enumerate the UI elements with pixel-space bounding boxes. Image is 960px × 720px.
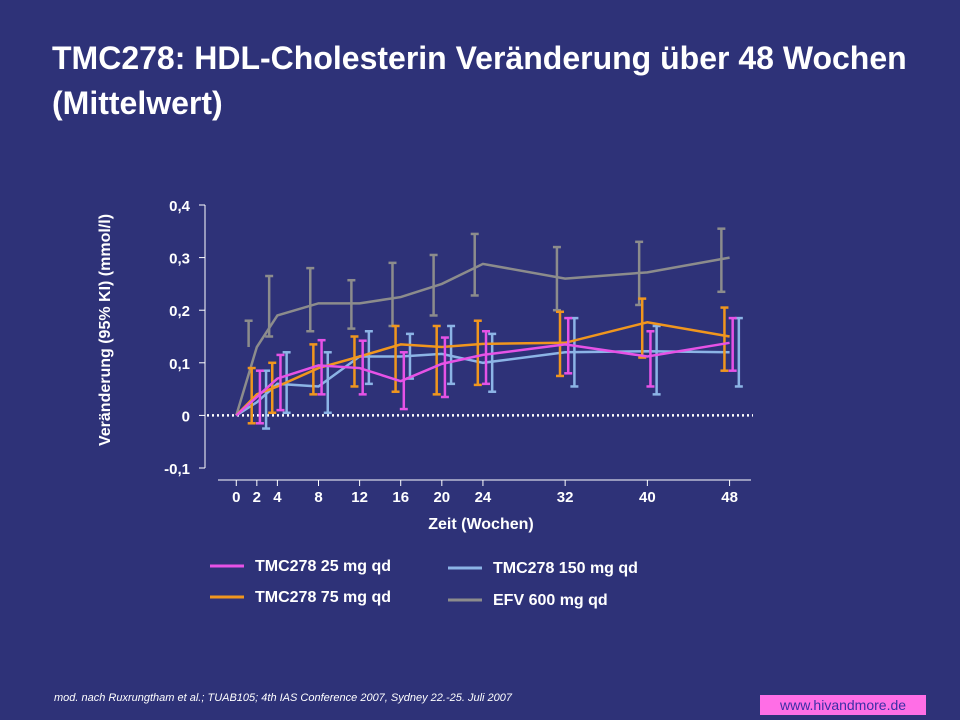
series-0 xyxy=(235,316,737,425)
x-tick-label: 48 xyxy=(721,489,738,506)
legend-label: TMC278 150 mg qd xyxy=(493,560,638,577)
chart-series xyxy=(235,227,743,430)
x-tick-label: 32 xyxy=(557,489,574,506)
series-line xyxy=(235,321,730,417)
legend-label: EFV 600 mg qd xyxy=(493,592,608,609)
x-tick-label: 12 xyxy=(351,489,368,506)
y-tick-label: 0,1 xyxy=(169,356,190,373)
y-tick-label: 0,2 xyxy=(169,303,190,320)
x-tick-label: 20 xyxy=(433,489,450,506)
y-axis-label: Veränderung (95% KI) (mmol/l) xyxy=(97,214,114,446)
legend-label: TMC278 75 mg qd xyxy=(255,589,391,606)
series-3 xyxy=(235,227,730,416)
series-1 xyxy=(235,297,730,425)
chart-axes: -0,100,10,20,30,40 2 4 8 12 16 20 24 32 40 48 xyxy=(164,198,753,506)
x-tick-label: 4 xyxy=(273,489,282,506)
chart-legend: TMC278 25 mg qd TMC278 75 mg qd TMC278 150… xyxy=(210,558,638,609)
page-title: TMC278: HDL-Cholesterin Veränderung über… xyxy=(52,40,907,121)
y-tick-label: 0,3 xyxy=(169,251,190,268)
y-tick-label: 0,4 xyxy=(169,198,191,215)
x-tick-label: 24 xyxy=(475,489,492,506)
x-tick-label: 2 xyxy=(253,489,261,506)
x-tick-label: 16 xyxy=(392,489,409,506)
website-link[interactable]: www.hivandmore.de xyxy=(760,695,926,715)
x-tick-label: 0 xyxy=(232,489,240,506)
y-tick-label: -0,1 xyxy=(164,461,190,478)
series-line xyxy=(235,341,730,417)
x-axis-label: Zeit (Wochen) xyxy=(428,516,533,533)
x-tick-label: 8 xyxy=(314,489,322,506)
series-line xyxy=(235,256,730,416)
source-footnote: mod. nach Ruxrungtham et al.; TUAB105; 4… xyxy=(54,692,512,704)
y-tick-label: 0 xyxy=(182,408,190,425)
legend-label: TMC278 25 mg qd xyxy=(255,558,391,575)
x-tick-label: 40 xyxy=(639,489,656,506)
